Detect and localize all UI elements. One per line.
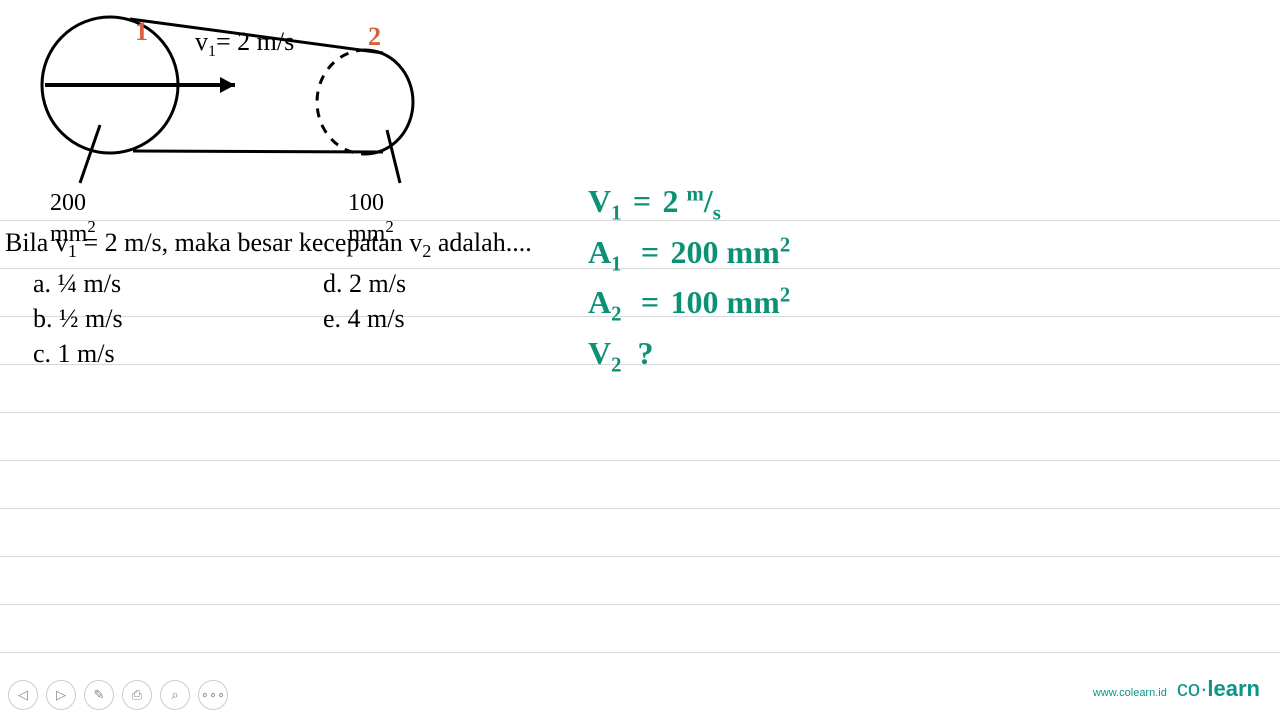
hw-line-4: V2 ? [588, 330, 790, 381]
camera-button[interactable]: ⎙ [122, 680, 152, 710]
option-d: d. 2 m/s [323, 266, 406, 301]
hw-line-3: A2 = 100 mm2 [588, 279, 790, 330]
toolbar: ◁ ▷ ✎ ⎙ ⌕ ∘∘∘ [8, 680, 228, 710]
velocity-label: v1= 2 m/s [195, 27, 294, 60]
annotation-2: 2 [368, 22, 381, 51]
prev-button[interactable]: ◁ [8, 680, 38, 710]
option-c: c. 1 m/s [33, 336, 323, 371]
handwritten-notes: V1 = 2 m/s A1 = 200 mm2 A2 = 100 mm2 V2 … [588, 178, 790, 380]
option-a: a. ¼ m/s [33, 266, 323, 301]
more-button[interactable]: ∘∘∘ [198, 680, 228, 710]
pen-button[interactable]: ✎ [84, 680, 114, 710]
annotation-1: 1 [135, 17, 148, 46]
option-e: e. 4 m/s [323, 301, 406, 336]
hw-line-2: A1 = 200 mm2 [588, 229, 790, 280]
brand-url: www.colearn.id [1093, 687, 1167, 699]
option-b: b. ½ m/s [33, 301, 323, 336]
footer: ◁ ▷ ✎ ⎙ ⌕ ∘∘∘ www.colearn.id co·learn [0, 670, 1280, 710]
question-block: Bila v1 = 2 m/s, maka besar kecepatan v2… [5, 225, 532, 371]
branding: www.colearn.id co·learn [1093, 676, 1260, 702]
options: a. ¼ m/s b. ½ m/s c. 1 m/s d. 2 m/s e. 4… [33, 266, 532, 371]
hw-line-1: V1 = 2 m/s [588, 178, 790, 229]
pipe-diagram: 1 2 v1= 2 m/s [25, 5, 455, 185]
brand-logo: co·learn [1177, 676, 1260, 702]
search-button[interactable]: ⌕ [160, 680, 190, 710]
question-prompt: Bila v1 = 2 m/s, maka besar kecepatan v2… [5, 225, 532, 264]
next-button[interactable]: ▷ [46, 680, 76, 710]
